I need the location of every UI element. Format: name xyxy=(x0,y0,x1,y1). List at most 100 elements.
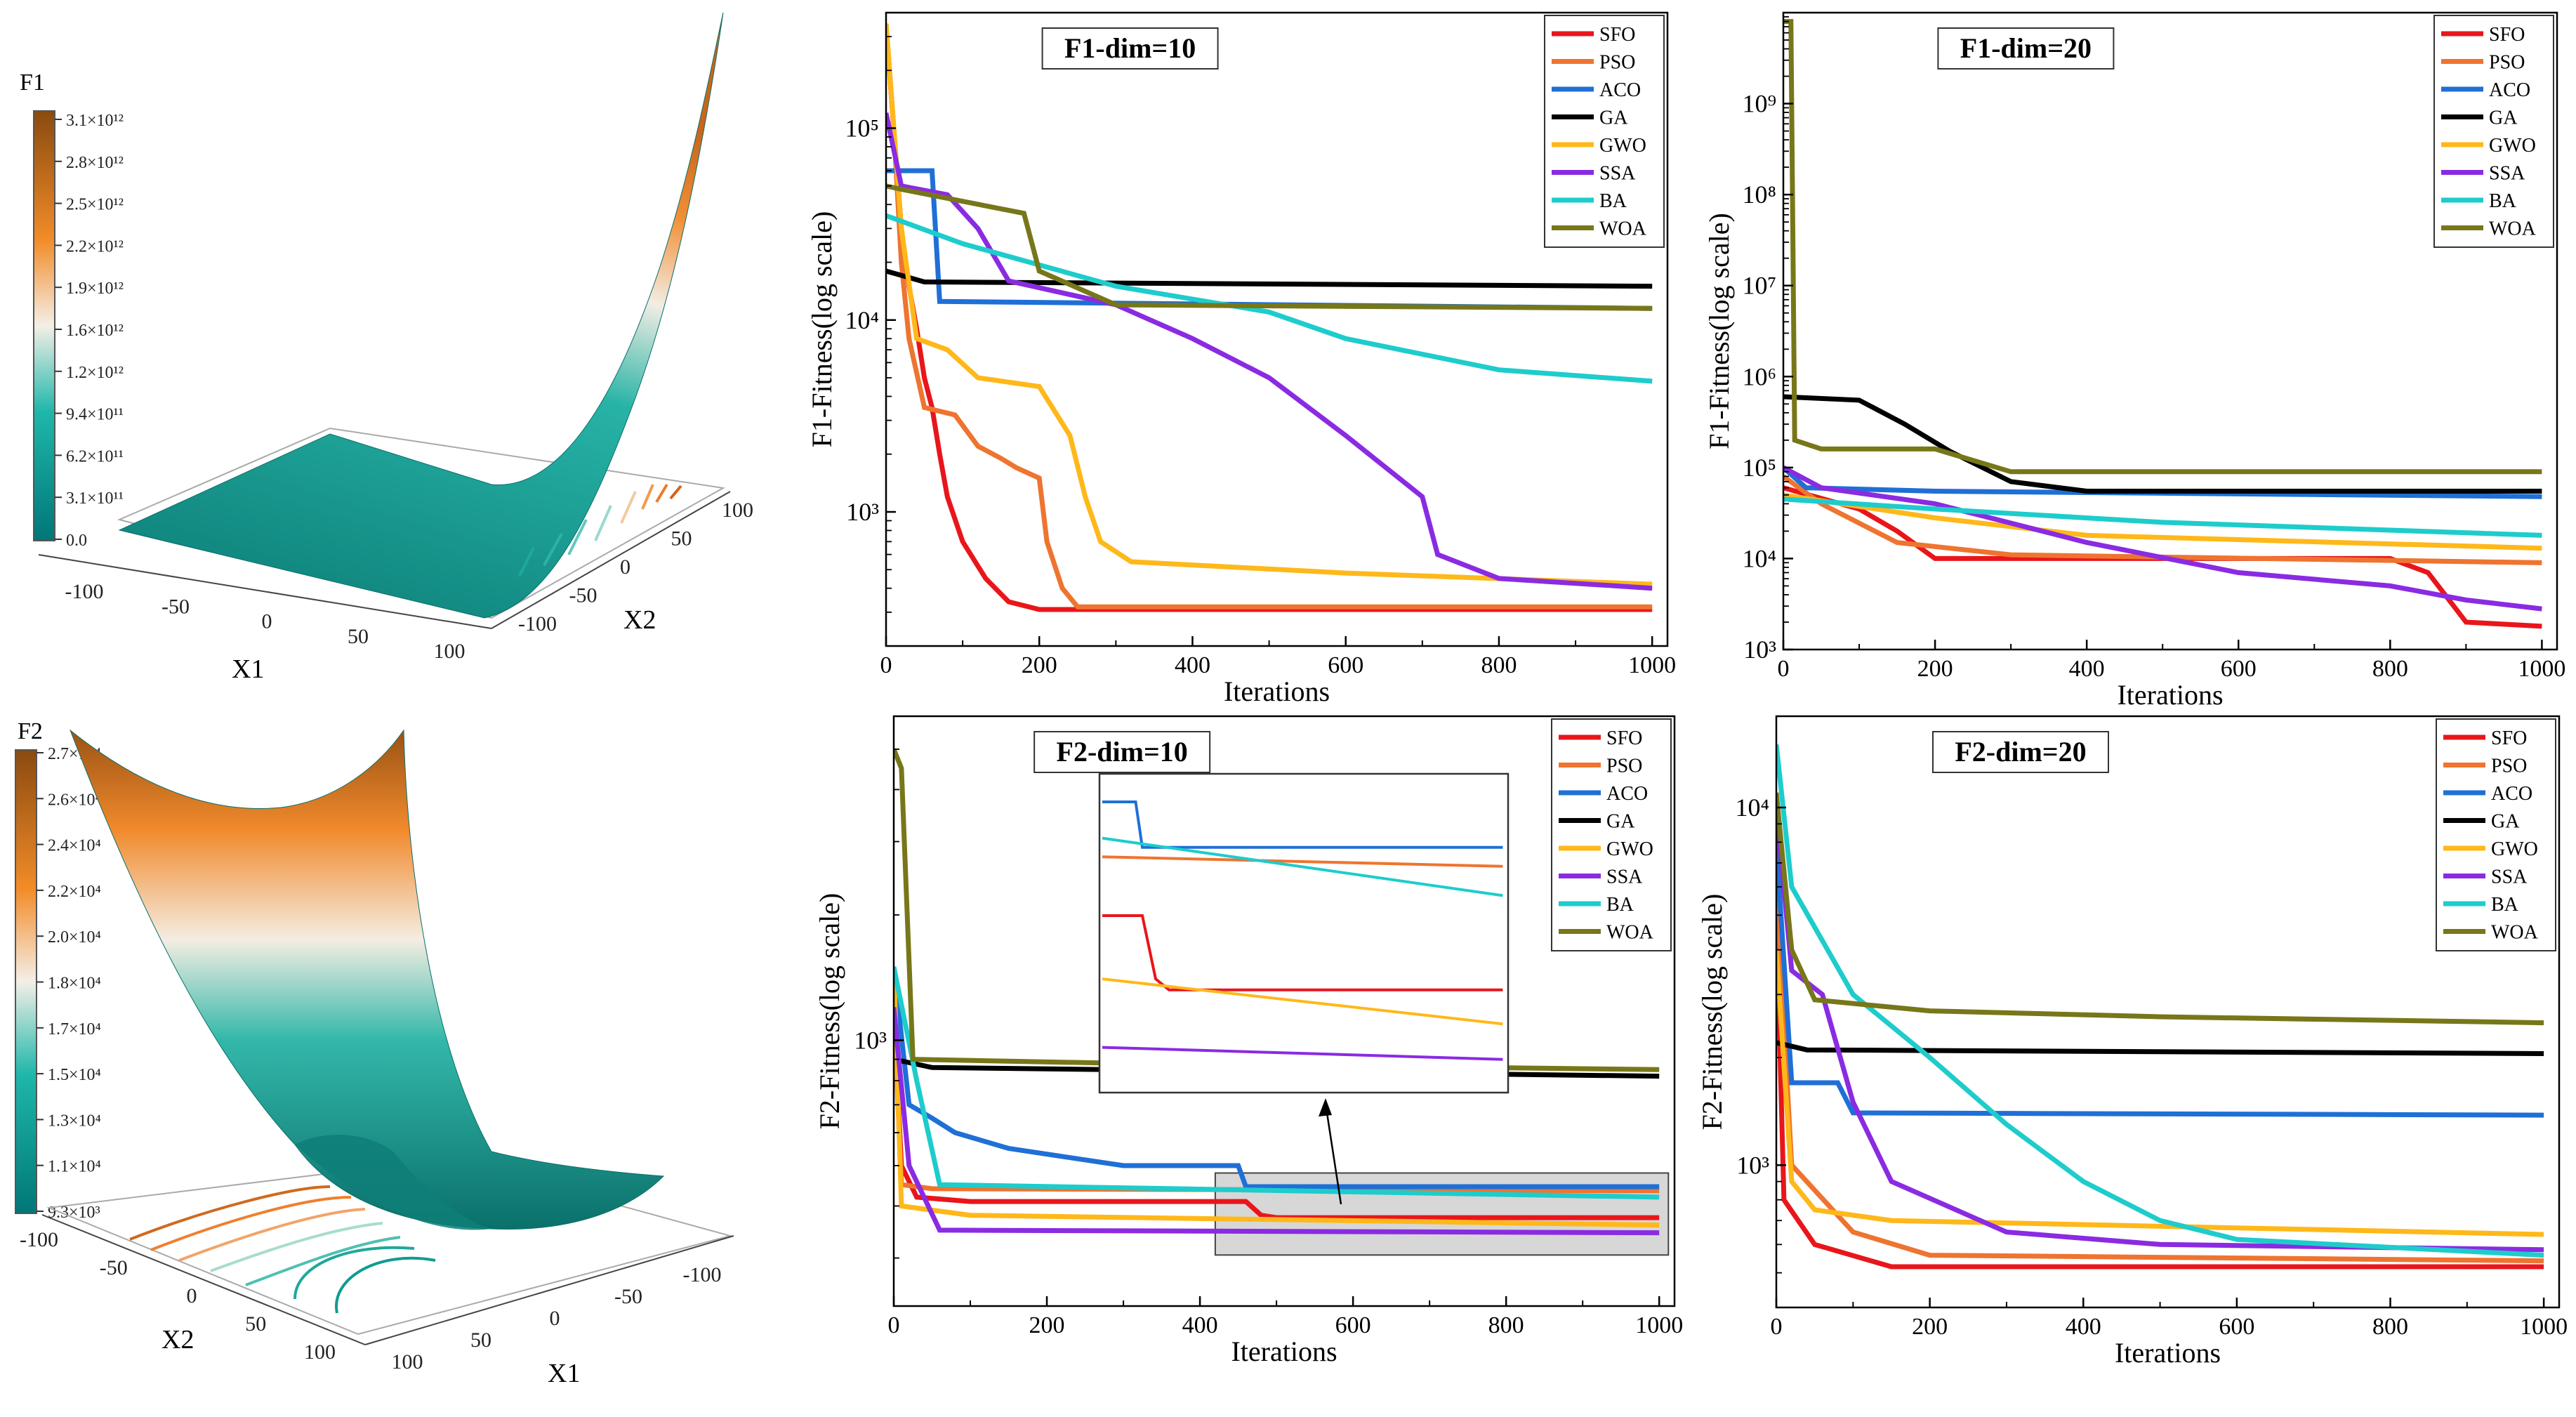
surf1-colorbar-tick-label: 3.1×10¹² xyxy=(66,112,124,130)
legend-box xyxy=(1551,718,1672,951)
x-tick-label: 600 xyxy=(2219,1314,2254,1340)
surf1-x1-tick-label: 100 xyxy=(434,640,465,663)
surf2-contours xyxy=(129,1185,436,1314)
surf1-colorbar-tick-label: 1.9×10¹² xyxy=(66,279,124,298)
series-line-woa xyxy=(1783,19,2542,475)
x-axis-label: Iterations xyxy=(2117,679,2223,711)
y-tick-label: 10⁹ xyxy=(1742,90,1776,118)
surf2-x1-tick-label: 0 xyxy=(550,1307,560,1330)
chart-title-box xyxy=(1932,731,2109,773)
series-group xyxy=(1783,19,2542,629)
chart-f1-dim10: 0 200 400 600 800 1000 10³ 10⁴ 10⁵ Iterations F1-F… xyxy=(806,11,1676,707)
x-tick-label: 400 xyxy=(1175,652,1210,678)
zoom-inset-series xyxy=(1102,800,1503,1061)
zoom-arrow-head xyxy=(1319,1098,1332,1116)
y-tick-label: 10⁵ xyxy=(1742,454,1776,482)
surf1-contours xyxy=(518,483,682,576)
chart-title-box xyxy=(1033,731,1211,773)
legend-label-woa: WOA xyxy=(1606,922,1654,944)
x-axis-label: Iterations xyxy=(1224,675,1330,707)
x-tick-label: 600 xyxy=(1328,652,1363,678)
series-line-pso xyxy=(1783,474,2542,565)
series-line-aco xyxy=(1783,466,2542,499)
surf2-x2-label: X2 xyxy=(161,1325,194,1355)
series-line-ssa xyxy=(894,1007,1660,1236)
legend-label-ssa: SSA xyxy=(2491,866,2528,888)
surface-plot-f1: F1 3.1×10¹² 2.8×10¹² 2.5×10¹² 2.2×10¹² 1.9×1… xyxy=(20,12,753,684)
y-axis-label: F2-Fitness(log scale) xyxy=(814,893,845,1130)
y-tick-label: 10⁴ xyxy=(1735,793,1769,822)
y-tick-label: 10³ xyxy=(846,498,879,526)
legend-label-ga: GA xyxy=(1599,107,1628,129)
legend-label-gwo: GWO xyxy=(2489,135,2536,157)
surf1-x1-label: X1 xyxy=(232,654,264,684)
surf2-floor xyxy=(46,1157,733,1336)
series-line-ga xyxy=(886,268,1653,289)
surf1-colorbar-tick-label: 2.2×10¹² xyxy=(66,237,124,256)
series-line-pso xyxy=(1776,886,2544,1264)
surf1-colorbar-tick-label: 2.8×10¹² xyxy=(66,154,124,172)
surf2-colorbar-tick-label: 1.7×10⁴ xyxy=(48,1020,101,1039)
surf1-x2-ticks: -100 -50 0 50 100 xyxy=(518,499,753,635)
series-line-woa xyxy=(886,183,1653,311)
inset-line-gwo xyxy=(1102,977,1503,1026)
surf1-x2-tick-label: 0 xyxy=(620,555,630,579)
legend-label-gwo: GWO xyxy=(1606,838,1653,860)
legend-label-pso: PSO xyxy=(1606,756,1642,777)
x-tick-label: 1000 xyxy=(2520,1314,2568,1340)
plot-frame xyxy=(1782,11,2558,651)
x-tick-label: 800 xyxy=(1488,1312,1524,1338)
y-tick-label: 10³ xyxy=(1743,635,1776,664)
legend-label-pso: PSO xyxy=(2489,52,2525,74)
x-tick-label: 400 xyxy=(2066,1314,2101,1340)
surf2-x2-tick-label: 0 xyxy=(187,1284,197,1307)
zoom-inset xyxy=(1098,772,1510,1094)
chart-title-box xyxy=(1041,27,1219,70)
legend-box xyxy=(1544,15,1665,248)
surf1-x2-axis xyxy=(491,491,731,629)
surf1-x1-axis xyxy=(38,554,492,629)
surf2-x1-tick-label: 100 xyxy=(392,1350,423,1373)
legend-label-aco: ACO xyxy=(1606,783,1648,805)
legend-label-sfo: SFO xyxy=(1599,24,1635,46)
surf1-surface xyxy=(118,12,724,619)
x-tick-label: 400 xyxy=(1182,1312,1218,1338)
legend-label-ba: BA xyxy=(2489,190,2517,212)
surf1-colorbar-tick-label: 0.0 xyxy=(66,532,87,550)
y-tick-label: 10⁴ xyxy=(845,306,879,334)
x-tick-label: 200 xyxy=(1917,656,1953,682)
y-tick-label: 10³ xyxy=(854,1026,887,1054)
legend-label-ba: BA xyxy=(1606,894,1634,916)
series-line-pso xyxy=(886,23,1653,609)
legend-label-sfo: SFO xyxy=(1606,727,1642,749)
y-axis-label: F2-Fitness(log scale) xyxy=(1696,894,1728,1131)
series-line-ba xyxy=(1783,496,2542,538)
series-line-gwo xyxy=(886,23,1653,587)
surf2-colorbar-tick-label: 2.0×10⁴ xyxy=(48,928,101,947)
surf1-colorbar-tick-label: 3.1×10¹¹ xyxy=(66,489,124,508)
surf2-x2-tick-label: 50 xyxy=(245,1312,266,1336)
zoom-arrow xyxy=(1324,1103,1342,1205)
surf2-colorbar-tick-label: 1.8×10⁴ xyxy=(48,975,101,993)
series-line-ssa xyxy=(1776,807,2544,1253)
chart-title: F2-dim=10 xyxy=(1057,736,1188,767)
x-tick-label: 400 xyxy=(2069,656,2105,682)
surf2-title: F2 xyxy=(18,718,43,744)
x-tick-label: 1000 xyxy=(1635,1312,1683,1338)
surf2-colorbar-tick-label: 1.1×10⁴ xyxy=(48,1158,101,1176)
series-line-gwo xyxy=(1776,949,2544,1237)
series-line-ba xyxy=(886,213,1653,384)
surf2-x1-tick-label: 50 xyxy=(470,1329,491,1352)
surf2-x2-tick-label: 100 xyxy=(304,1340,336,1364)
chart-title-box xyxy=(1937,27,2115,70)
x-tick-label: 800 xyxy=(2372,1314,2408,1340)
legend-label-woa: WOA xyxy=(1599,218,1647,240)
surf2-x2-axis xyxy=(41,1214,366,1345)
plot-frame xyxy=(892,715,1676,1307)
legend-label-gwo: GWO xyxy=(2491,838,2538,860)
y-axis-label: F1-Fitness(log scale) xyxy=(806,211,838,448)
surf1-x2-tick-label: -100 xyxy=(518,612,557,635)
y-tick-label: 10⁵ xyxy=(845,114,879,143)
series-line-aco xyxy=(1776,842,2544,1118)
surf1-x2-tick-label: 50 xyxy=(671,527,692,551)
